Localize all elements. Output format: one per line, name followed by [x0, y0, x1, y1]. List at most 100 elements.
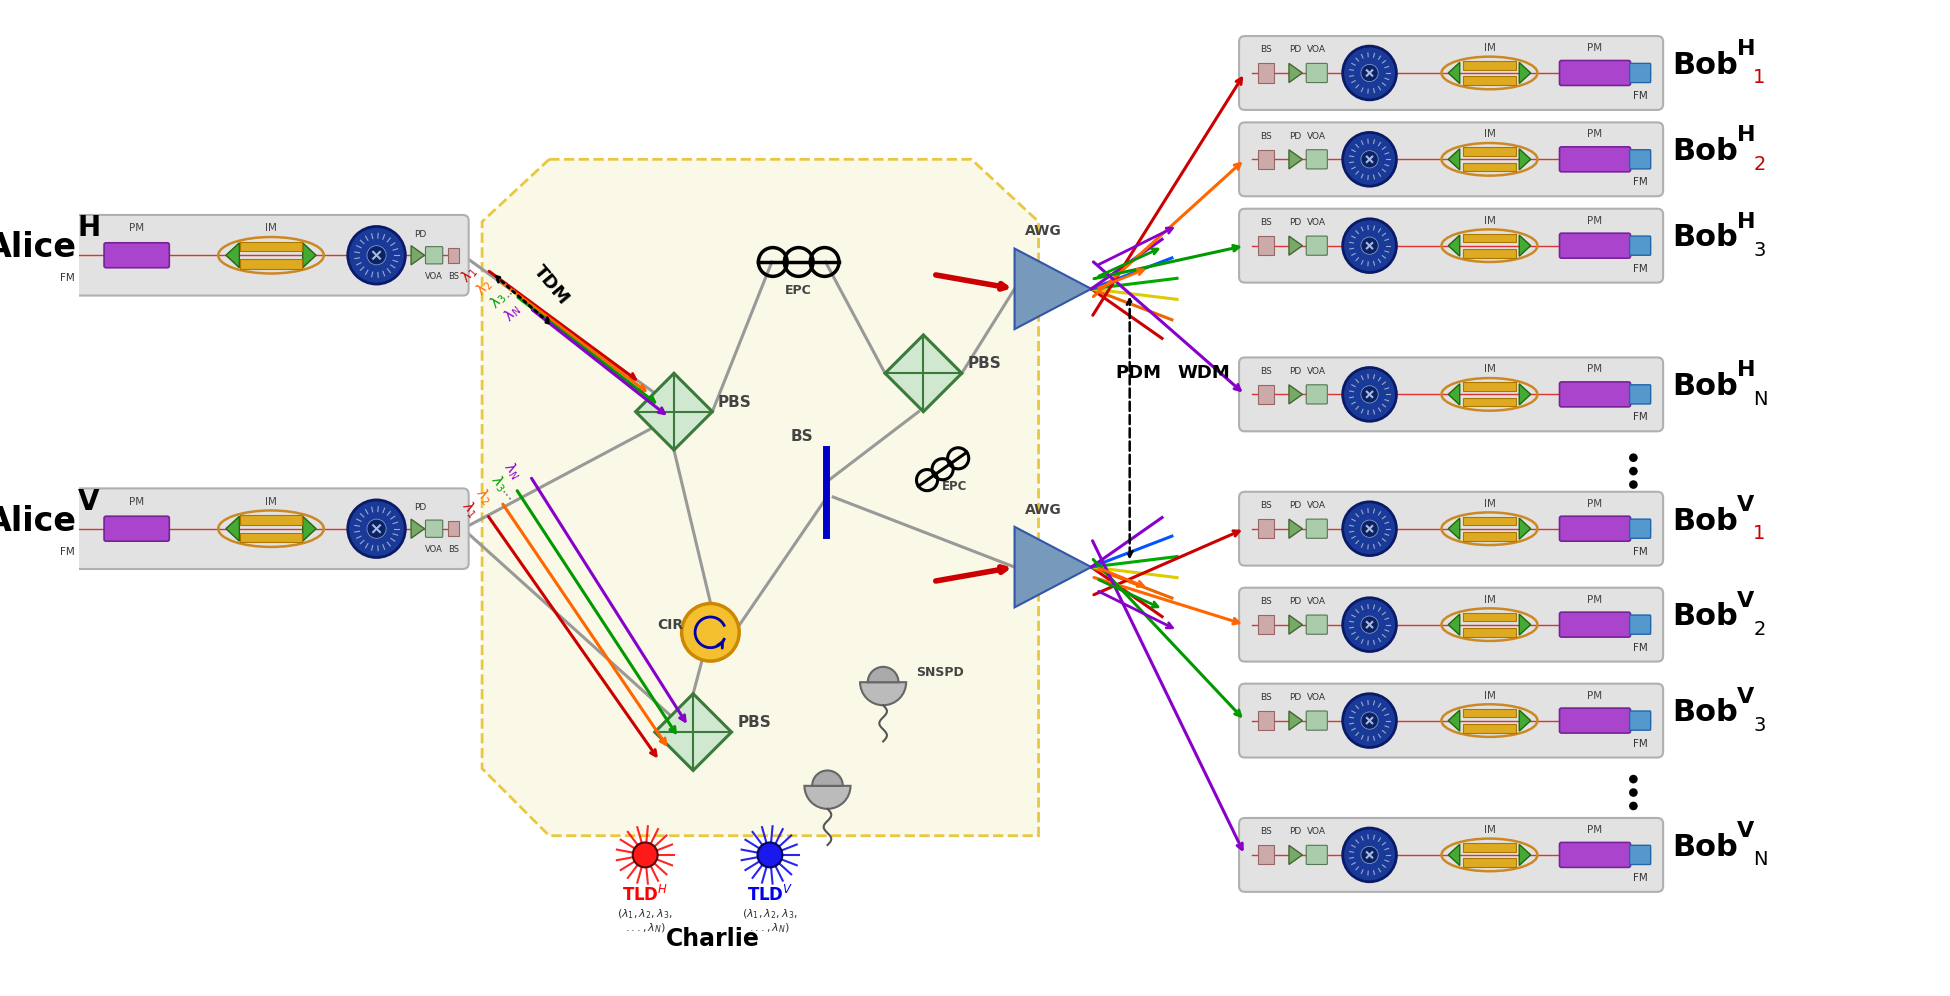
Circle shape — [367, 246, 386, 265]
Text: FM: FM — [1632, 177, 1648, 187]
Polygon shape — [1449, 383, 1461, 405]
Polygon shape — [1519, 148, 1531, 170]
Text: BS: BS — [448, 545, 458, 555]
Text: FM: FM — [1632, 642, 1648, 652]
FancyBboxPatch shape — [103, 243, 170, 268]
Text: $...,\lambda_N)$: $...,\lambda_N)$ — [749, 921, 790, 934]
Bar — [240, 259, 302, 269]
FancyBboxPatch shape — [1630, 149, 1650, 169]
Text: PDM: PDM — [1115, 365, 1162, 382]
Wedge shape — [868, 667, 899, 682]
Bar — [1462, 397, 1517, 406]
Text: AWG: AWG — [1026, 224, 1061, 238]
Text: V: V — [1737, 821, 1755, 841]
Text: 1: 1 — [1753, 69, 1765, 88]
Bar — [1462, 147, 1517, 156]
FancyBboxPatch shape — [1630, 236, 1650, 255]
Bar — [240, 242, 302, 251]
Text: Bob: Bob — [1671, 373, 1737, 401]
Polygon shape — [885, 335, 961, 411]
Polygon shape — [636, 374, 712, 450]
Text: TLD$^V$: TLD$^V$ — [747, 885, 794, 905]
Text: PD: PD — [1289, 131, 1303, 140]
Text: VOA: VOA — [1306, 598, 1326, 607]
Circle shape — [1344, 132, 1396, 186]
FancyBboxPatch shape — [1306, 519, 1328, 538]
Text: PM: PM — [1587, 595, 1603, 605]
Circle shape — [1361, 150, 1379, 168]
Bar — [1462, 382, 1517, 391]
Text: VOA: VOA — [425, 272, 443, 281]
Text: PD: PD — [1289, 501, 1303, 510]
Polygon shape — [1519, 235, 1531, 256]
Text: IM: IM — [1484, 129, 1496, 139]
Text: Bob: Bob — [1671, 137, 1737, 166]
Text: PD: PD — [1289, 828, 1303, 837]
Circle shape — [1344, 219, 1396, 273]
Text: Alice: Alice — [0, 231, 76, 264]
Circle shape — [1628, 802, 1638, 811]
FancyBboxPatch shape — [1306, 149, 1328, 169]
FancyBboxPatch shape — [1238, 123, 1663, 196]
Text: $(\lambda_1,\lambda_2,\lambda_3,$: $(\lambda_1,\lambda_2,\lambda_3,$ — [618, 907, 673, 921]
Text: 1: 1 — [1753, 524, 1765, 543]
Text: VOA: VOA — [1306, 218, 1326, 227]
Circle shape — [1361, 616, 1379, 633]
Text: FM: FM — [1632, 91, 1648, 101]
Polygon shape — [302, 516, 316, 541]
FancyBboxPatch shape — [1560, 381, 1630, 406]
Text: VOA: VOA — [1306, 693, 1326, 702]
Polygon shape — [1519, 615, 1531, 635]
Text: PD: PD — [1289, 598, 1303, 607]
Text: ...: ... — [499, 484, 519, 505]
Bar — [1462, 613, 1517, 622]
Circle shape — [632, 843, 657, 868]
Text: Bob: Bob — [1671, 603, 1737, 631]
Text: WDM: WDM — [1178, 365, 1230, 382]
Text: IM: IM — [1484, 43, 1496, 53]
Wedge shape — [811, 771, 842, 786]
Text: $...,\lambda_N)$: $...,\lambda_N)$ — [624, 921, 665, 934]
FancyBboxPatch shape — [1630, 616, 1650, 634]
Polygon shape — [1519, 845, 1531, 866]
Circle shape — [682, 604, 739, 661]
FancyBboxPatch shape — [1560, 708, 1630, 733]
Polygon shape — [1289, 846, 1303, 865]
Polygon shape — [1449, 710, 1461, 731]
FancyBboxPatch shape — [1238, 358, 1663, 431]
Text: N: N — [1753, 851, 1769, 870]
Text: PM: PM — [1587, 43, 1603, 53]
Text: PD: PD — [415, 230, 427, 239]
FancyBboxPatch shape — [425, 520, 443, 537]
Circle shape — [1344, 694, 1396, 747]
Polygon shape — [1519, 710, 1531, 731]
Bar — [1462, 234, 1517, 242]
FancyBboxPatch shape — [1238, 818, 1663, 891]
Text: VOA: VOA — [1306, 131, 1326, 140]
FancyBboxPatch shape — [1560, 613, 1630, 637]
Text: $\lambda_N$: $\lambda_N$ — [501, 459, 525, 484]
Polygon shape — [482, 159, 1039, 836]
FancyBboxPatch shape — [1238, 209, 1663, 283]
Polygon shape — [1449, 845, 1461, 866]
Text: ...: ... — [499, 280, 519, 300]
Text: VOA: VOA — [1306, 501, 1326, 510]
Polygon shape — [1258, 236, 1273, 255]
FancyBboxPatch shape — [1560, 146, 1630, 171]
FancyBboxPatch shape — [1306, 64, 1328, 83]
Circle shape — [347, 500, 406, 558]
Polygon shape — [1449, 615, 1461, 635]
Text: V: V — [78, 488, 99, 516]
Text: EPC: EPC — [786, 284, 811, 297]
Polygon shape — [1258, 519, 1273, 538]
Text: FM: FM — [1632, 264, 1648, 274]
Polygon shape — [1449, 518, 1461, 539]
Text: $(\lambda_1,\lambda_2,\lambda_3,$: $(\lambda_1,\lambda_2,\lambda_3,$ — [743, 907, 798, 921]
Text: TDM: TDM — [530, 262, 573, 309]
FancyBboxPatch shape — [57, 519, 78, 538]
Text: TLD$^H$: TLD$^H$ — [622, 885, 669, 905]
FancyBboxPatch shape — [45, 488, 468, 569]
Circle shape — [757, 843, 782, 868]
Polygon shape — [655, 694, 731, 771]
Bar — [1462, 249, 1517, 258]
